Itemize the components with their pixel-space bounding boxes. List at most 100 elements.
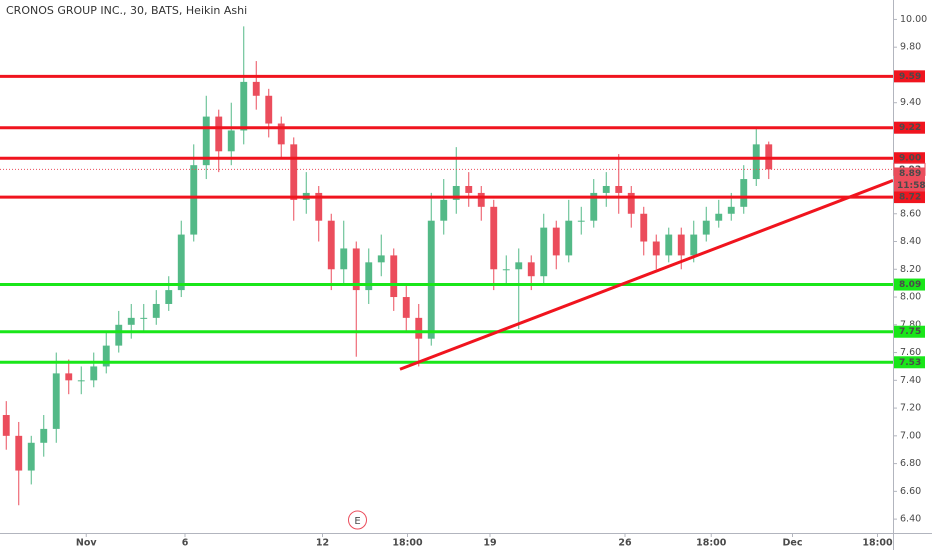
x-tick-label: 12 [316, 538, 329, 549]
candle-body [590, 192, 598, 221]
candle-body [327, 220, 335, 270]
candle-body [40, 428, 48, 443]
candle-body [290, 144, 298, 200]
last-price-box [894, 167, 925, 192]
candle-body [665, 234, 673, 256]
candle-body [515, 262, 523, 270]
candle-body [490, 206, 498, 270]
candle-body [390, 255, 398, 298]
candle-body [615, 185, 623, 193]
x-tick-label: 6 [182, 538, 189, 549]
y-tick-label: 7.40 [900, 375, 921, 386]
trend-line [399, 179, 893, 371]
candle-body [265, 95, 273, 124]
y-tick-label: 7.20 [900, 403, 921, 414]
candle-body [340, 248, 348, 270]
y-tick-label: 6.60 [900, 486, 921, 497]
candle-body [277, 123, 285, 145]
y-tick-label: 9.80 [900, 42, 921, 53]
x-tick-label: 18:00 [392, 538, 423, 549]
candle-body [565, 220, 573, 256]
level-label-box [894, 278, 925, 291]
candle-body [540, 227, 548, 277]
candle-body [240, 81, 248, 131]
candle-body [690, 234, 698, 256]
chart-title: CRONOS GROUP INC., 30, BATS, Heikin Ashi [6, 4, 247, 17]
level-label-box [894, 191, 925, 204]
candle-body [415, 317, 423, 339]
candle-body [402, 297, 410, 318]
candle-body [640, 213, 648, 242]
candle-body [127, 317, 135, 325]
candle-body [702, 220, 710, 235]
candle-body [652, 241, 660, 256]
candle-body [165, 290, 173, 304]
candle-body [740, 179, 748, 207]
x-tick-label: 18:00 [696, 538, 727, 549]
y-tick-label: 9.40 [900, 97, 921, 108]
candle-body [677, 234, 685, 256]
level-label-box [894, 356, 925, 369]
candle-body [52, 373, 60, 429]
candle-body [477, 192, 485, 207]
y-tick-label: 6.40 [900, 514, 921, 525]
y-tick-label: 10.00 [900, 14, 927, 25]
candle-body [65, 373, 73, 381]
countdown-label: 11:58 [897, 181, 926, 191]
candle-body [452, 185, 460, 200]
level-label: 9.59 [899, 72, 921, 82]
candle-body [502, 269, 510, 271]
candle-body [190, 165, 198, 235]
candle-body [365, 262, 373, 291]
x-tick-label: Dec [783, 538, 803, 549]
candle-body [465, 185, 473, 193]
candle-body [577, 220, 585, 222]
candle-body [252, 81, 260, 96]
candle-body [377, 255, 385, 263]
y-tick-label: 8.20 [900, 264, 921, 275]
candle-body [440, 199, 448, 221]
candle-body [90, 366, 98, 381]
level-label-box [894, 152, 925, 165]
candle-body [527, 262, 535, 277]
candle-body [77, 380, 85, 382]
level-label-box [894, 70, 925, 83]
axes: 6.40 6.60 6.80 7.00 7.20 7.40 7.60 7.80 8.00 8.20… [76, 14, 927, 549]
y-tick-label: 7.00 [900, 430, 921, 441]
candle-body [140, 317, 148, 319]
plot-area [0, 26, 893, 506]
level-label: 9.00 [899, 154, 921, 164]
candle-body [177, 234, 185, 291]
candle-body [427, 220, 435, 339]
level-label: 8.72 [899, 193, 921, 203]
candle-body [202, 116, 210, 166]
x-tick-label: 18:00 [862, 538, 893, 549]
candle-body [727, 206, 735, 214]
level-label-box [894, 325, 925, 338]
y-tick-label: 7.60 [900, 347, 921, 358]
candle-body [227, 130, 235, 152]
level-label: 7.53 [899, 358, 921, 368]
y-tick-label: 8.60 [900, 208, 921, 219]
level-label: 8.09 [899, 280, 921, 290]
event-marker [348, 510, 367, 530]
candle-body [215, 116, 223, 152]
candle-body [552, 227, 560, 256]
candle-body [2, 415, 10, 436]
candle-body [602, 185, 610, 193]
x-tick-label: 19 [483, 538, 496, 549]
candle-body [27, 442, 35, 471]
last-price-label: 8.89 [899, 169, 921, 179]
candle-body [115, 324, 123, 346]
y-tick-label: 6.80 [900, 458, 921, 469]
level-label-box [894, 121, 925, 134]
level-label: 7.75 [899, 327, 921, 337]
y-tick-label: 8.00 [900, 292, 921, 303]
candle-body [627, 192, 635, 214]
candle-body [15, 435, 23, 471]
candle-body [715, 213, 723, 221]
event-label: E [354, 516, 360, 527]
candle-body [102, 345, 110, 367]
